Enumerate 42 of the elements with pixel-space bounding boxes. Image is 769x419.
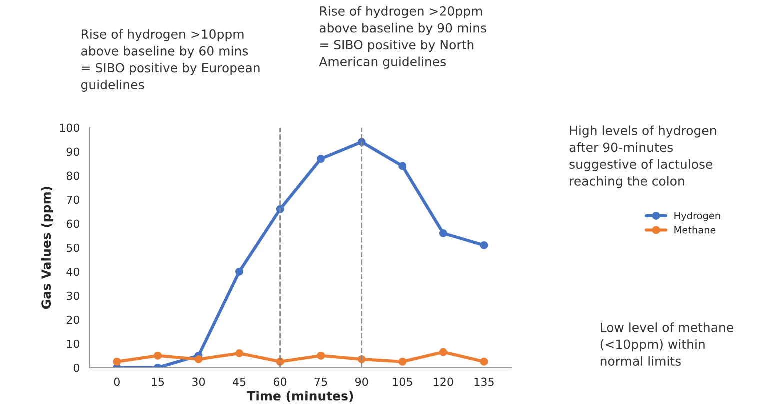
- y-tick-label: 60: [66, 220, 80, 228]
- point: [236, 349, 244, 358]
- point: [480, 241, 488, 250]
- y-tick-label: 80: [66, 172, 80, 180]
- point: [154, 352, 162, 360]
- y-tick-label: 70: [67, 196, 80, 204]
- point: [480, 358, 488, 366]
- y-tick-label: 20: [66, 316, 80, 324]
- x-tick-label: 0: [114, 378, 120, 386]
- point: [317, 155, 326, 163]
- point: [113, 358, 122, 366]
- point: [317, 352, 326, 360]
- point: [398, 358, 407, 366]
- y-tick-label: 50: [66, 244, 80, 252]
- x-tick-label: 120: [434, 378, 454, 386]
- text: Rise of hydrogen >20ppm above baseline by 90 mins = SIBO positive by North American guidelines: [319, 6, 486, 69]
- point: [236, 268, 244, 276]
- y-tick-label: 10: [67, 340, 80, 348]
- y-tick-label: 30: [66, 292, 80, 300]
- point: [439, 229, 448, 238]
- x-tick-label: 60: [274, 378, 287, 386]
- y-tick-label: 90: [66, 148, 80, 156]
- y-tick-label: 40: [66, 268, 80, 276]
- text: Low level of methane (<10ppm) within normal limits: [600, 322, 734, 366]
- x-axis-title: Time (minutes): [247, 391, 354, 402]
- y-axis-title: Gas Values (ppm): [41, 187, 54, 310]
- legend-label: Methane: [674, 226, 716, 234]
- x-tick-label: 75: [314, 378, 328, 386]
- x-tick-label: 135: [474, 378, 494, 386]
- x-tick-label: 105: [393, 378, 412, 386]
- x-tick-label: 15: [152, 378, 164, 386]
- text: Rise of hydrogen >10ppm above baseline by 60 mins = SIBO positive by European guidelines: [81, 29, 260, 92]
- point: [439, 348, 448, 356]
- text: High levels of hydrogen after 90-minutes suggestive of lactulose reaching the colon: [570, 126, 716, 188]
- x-tick-label: 45: [232, 378, 246, 386]
- point: [194, 355, 203, 364]
- x-tick-label: 90: [355, 378, 368, 386]
- y-tick-label: 0: [74, 364, 80, 372]
- x-tick-label: 30: [192, 378, 206, 386]
- point: [398, 162, 407, 170]
- legend-label: Hydrogen: [674, 212, 720, 222]
- y-tick-label: 100: [60, 124, 80, 132]
